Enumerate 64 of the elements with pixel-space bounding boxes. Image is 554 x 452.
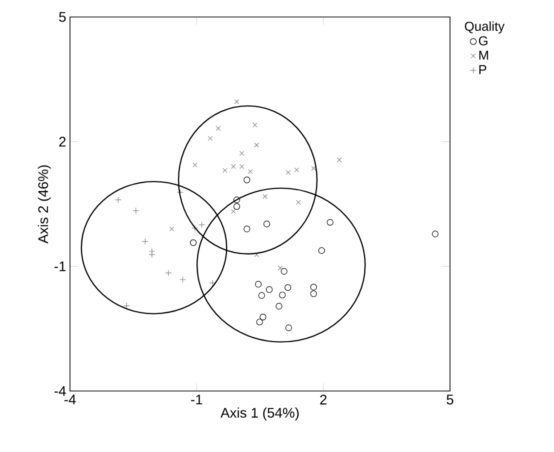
point bbox=[123, 302, 130, 310]
point bbox=[169, 226, 174, 232]
y-tick-label: -1 bbox=[54, 262, 66, 272]
point bbox=[208, 136, 213, 141]
point bbox=[336, 158, 342, 162]
x-tick-label: 2 bbox=[320, 394, 327, 404]
point bbox=[190, 239, 197, 246]
point bbox=[239, 164, 244, 170]
point bbox=[114, 196, 122, 204]
point bbox=[142, 238, 148, 245]
point bbox=[244, 226, 250, 232]
point bbox=[254, 252, 260, 258]
point bbox=[248, 169, 253, 174]
x-tick-label: 5 bbox=[446, 394, 454, 404]
point bbox=[233, 203, 240, 210]
point bbox=[326, 218, 334, 226]
legend-label: M bbox=[479, 50, 488, 60]
y-axis-title: Axis 2 (46%) bbox=[38, 165, 51, 244]
point bbox=[258, 292, 265, 299]
point bbox=[262, 194, 268, 199]
point bbox=[230, 209, 236, 214]
legend-label: G bbox=[478, 36, 488, 46]
point bbox=[284, 284, 292, 291]
point bbox=[311, 166, 316, 171]
point bbox=[280, 268, 288, 275]
point bbox=[239, 150, 244, 156]
point bbox=[148, 251, 156, 258]
point bbox=[278, 266, 283, 270]
point bbox=[192, 162, 198, 168]
point bbox=[318, 247, 325, 254]
point bbox=[260, 314, 266, 320]
point bbox=[254, 142, 260, 148]
y-tick-label: -4 bbox=[54, 386, 66, 396]
point bbox=[222, 168, 228, 173]
x-axis-title: Axis 1 (54%) bbox=[220, 407, 299, 420]
point bbox=[263, 220, 270, 228]
point bbox=[294, 167, 300, 172]
point bbox=[279, 292, 286, 298]
point bbox=[233, 196, 240, 204]
point bbox=[198, 221, 206, 228]
point bbox=[285, 324, 292, 332]
point bbox=[165, 270, 172, 276]
point bbox=[256, 318, 263, 326]
point bbox=[276, 302, 282, 310]
point bbox=[234, 99, 240, 104]
point bbox=[252, 122, 258, 128]
point bbox=[244, 176, 250, 184]
point bbox=[216, 126, 221, 131]
legend-title: Quality bbox=[464, 21, 505, 34]
x-tick-label: -1 bbox=[191, 394, 202, 404]
y-tick-label: 5 bbox=[59, 12, 66, 22]
point bbox=[432, 230, 439, 238]
point bbox=[230, 164, 236, 170]
point bbox=[266, 286, 273, 293]
y-tick-label: 2 bbox=[59, 136, 66, 147]
point bbox=[192, 224, 198, 232]
point bbox=[310, 284, 317, 290]
legend-label: P bbox=[479, 65, 486, 74]
point bbox=[132, 207, 140, 214]
point bbox=[296, 200, 301, 205]
point bbox=[310, 290, 317, 298]
point bbox=[255, 280, 262, 288]
point bbox=[179, 276, 186, 283]
point bbox=[286, 170, 291, 175]
